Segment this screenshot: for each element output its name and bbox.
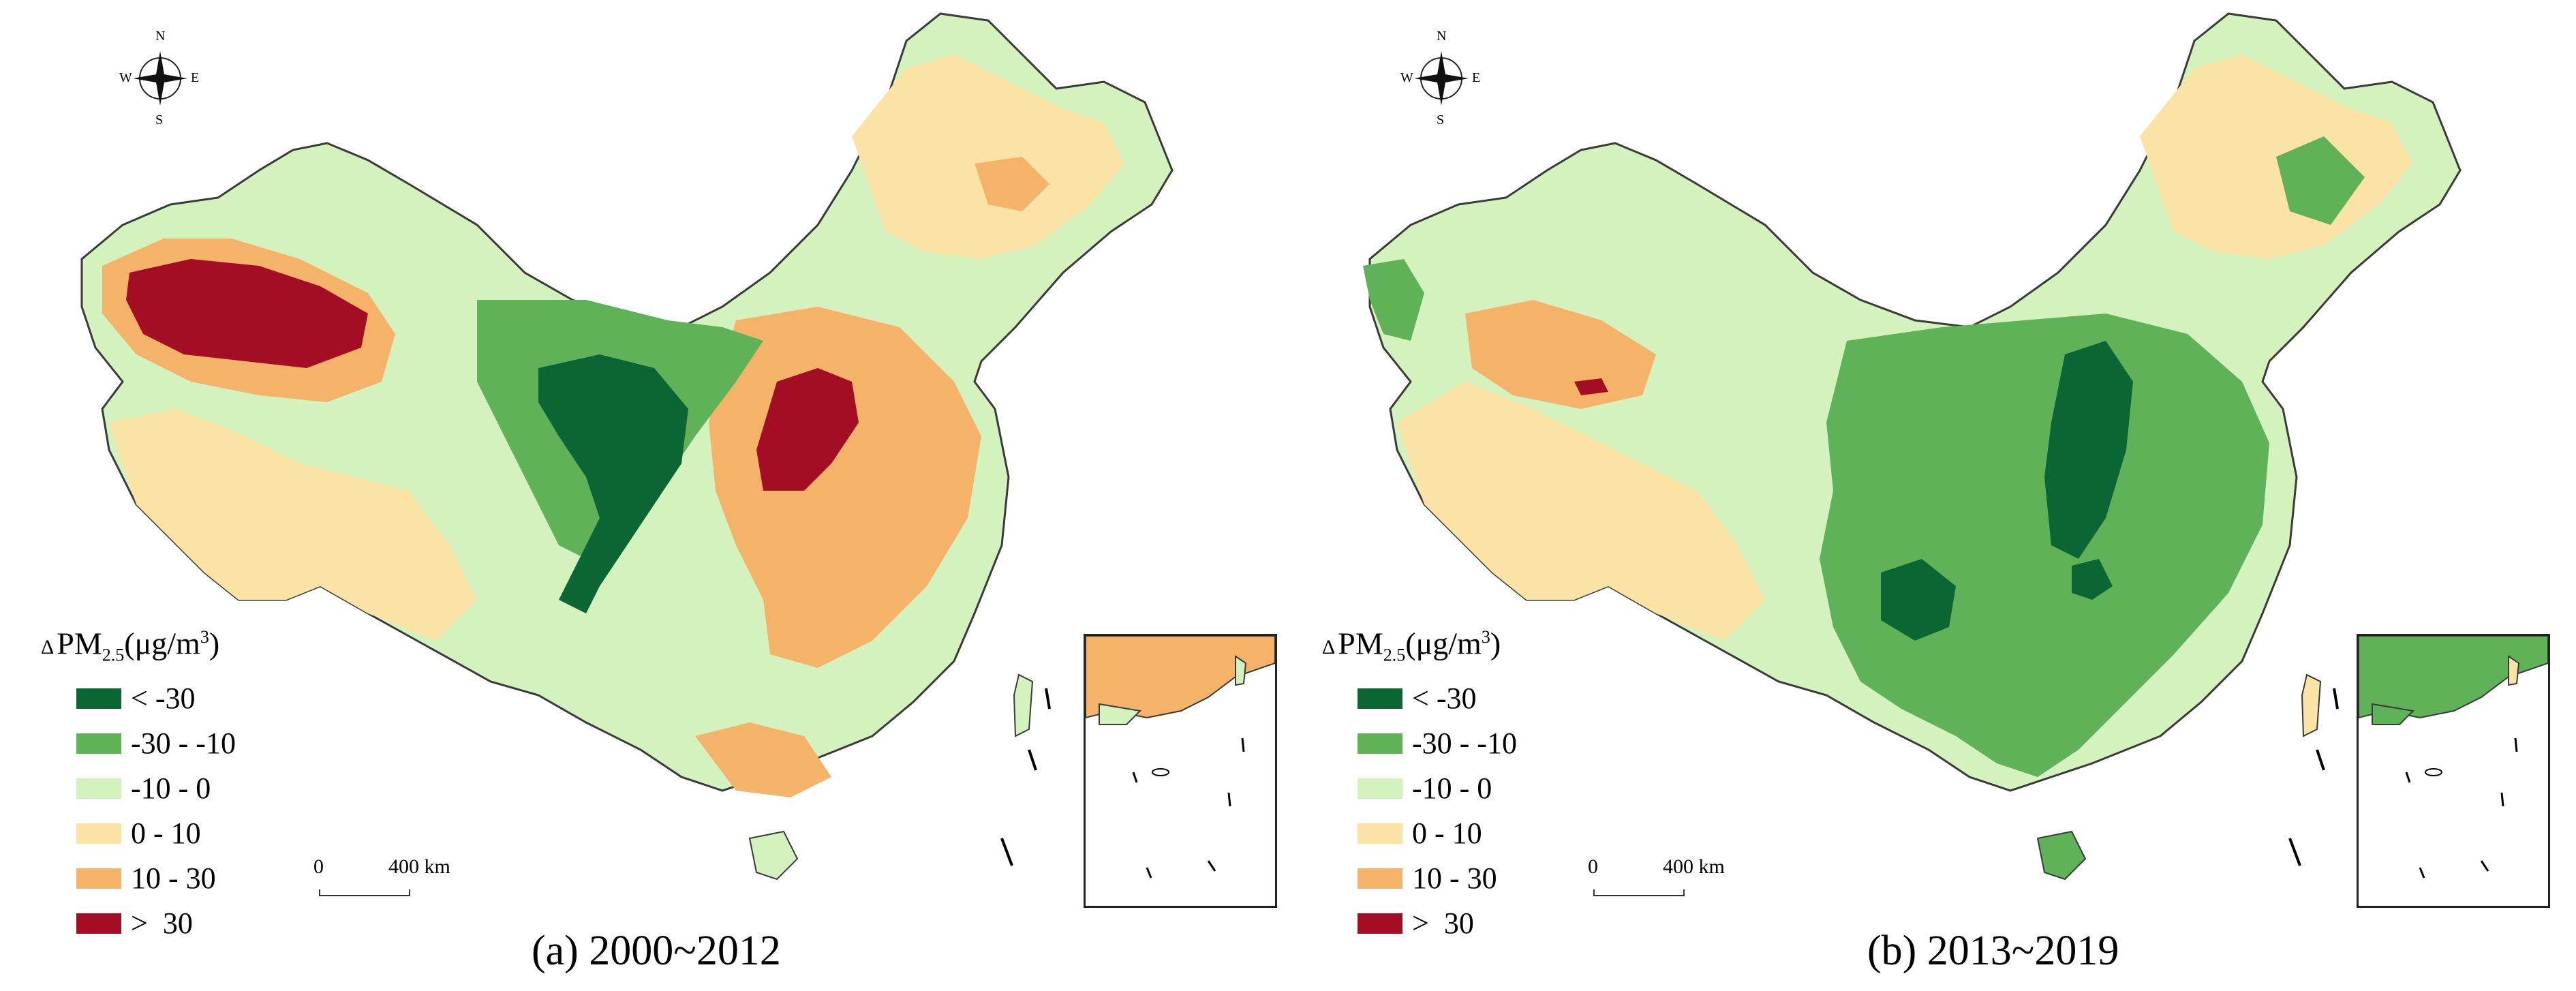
legend-swatch — [1358, 778, 1402, 799]
compass-west: W — [1400, 70, 1413, 85]
compass-north: N — [155, 29, 166, 44]
panel-caption: (a) 2000~2012 — [532, 928, 781, 974]
legend-label: -10 - 0 — [1412, 772, 1492, 806]
legend-label: < -30 — [131, 682, 196, 716]
region-hubei-very-low — [2072, 559, 2113, 600]
legend-swatch — [1358, 688, 1402, 709]
scale-line — [319, 889, 410, 896]
legend-item-very-high: > 30 — [76, 901, 286, 946]
legend-label: 0 - 10 — [131, 817, 201, 851]
region-west-slight-high — [1397, 382, 1765, 641]
scale-zero: 0 — [313, 855, 324, 878]
legend-swatch — [1358, 823, 1402, 844]
legend-item-very-high: > 30 — [1358, 901, 1567, 946]
island-mark — [1000, 838, 1013, 866]
region-northeast-low — [2276, 136, 2365, 225]
legend-item-very-low: < -30 — [1358, 676, 1567, 721]
region-north-china-very-high — [756, 368, 859, 491]
legend-item-high: 10 - 30 — [1358, 856, 1567, 901]
scale-bar: 0 400 km — [313, 855, 491, 903]
legend-label: > 30 — [1412, 906, 1474, 941]
island-mark — [2288, 838, 2301, 866]
scale-line — [1593, 889, 1685, 896]
legend-item-slight-low: -10 - 0 — [76, 766, 286, 811]
island-mark — [1045, 688, 1051, 710]
china-map-2000-2012 — [80, 12, 1174, 881]
hainan-island — [748, 830, 799, 881]
island-mark — [1028, 749, 1037, 771]
region-xinjiang-west-low — [1363, 259, 1424, 341]
compass-east: E — [1472, 70, 1481, 85]
legend-label: 0 - 10 — [1412, 817, 1482, 851]
legend-label: < -30 — [1412, 682, 1477, 716]
scale-zero: 0 — [1588, 855, 1598, 878]
south-china-sea-inset — [1084, 634, 1277, 908]
map-panel-2000-2012: N S E W ΔPM2.5(μg/m3) < -30 -30 - -10 -10 … — [41, 12, 1277, 974]
legend-label: -30 - -10 — [1412, 727, 1517, 761]
legend-title: ΔPM2.5(μg/m3) — [1322, 626, 1501, 665]
legend-swatch — [76, 823, 121, 844]
region-xinjiang-high — [1465, 300, 1656, 409]
compass-south: S — [1437, 112, 1445, 127]
legend-swatch — [76, 688, 121, 709]
island-mark — [2316, 749, 2325, 771]
scale-distance: 400 km — [388, 855, 450, 878]
legend: ΔPM2.5(μg/m3) < -30 -30 - -10 -10 - 0 0 - 1… — [41, 617, 286, 946]
compass-rose-icon — [133, 51, 187, 106]
region-xinjiang-very-high — [126, 259, 368, 368]
compass-rose: N S E W — [1400, 27, 1482, 129]
inset-map — [1086, 636, 1275, 879]
legend-label: -10 - 0 — [131, 772, 211, 806]
compass-rose: N S E W — [119, 27, 201, 129]
region-northeast-high — [975, 157, 1049, 211]
scale-distance: 400 km — [1663, 855, 1725, 878]
legend-label: > 30 — [131, 906, 193, 941]
scale-bar: 0 400 km — [1588, 855, 1765, 903]
inset-map — [2359, 636, 2548, 879]
region-sichuan-very-low — [1881, 559, 1956, 641]
panel-caption: (b) 2013~2019 — [1867, 928, 2119, 974]
legend-item-high: 10 - 30 — [76, 856, 286, 901]
compass-rose-icon — [1414, 51, 1469, 106]
compass-north: N — [1437, 29, 1447, 44]
region-south-high — [695, 722, 831, 797]
region-tibet-slight-high — [109, 409, 477, 641]
region-xinjiang-very-high — [1574, 378, 1608, 395]
legend-item-slight-high: 0 - 10 — [1358, 811, 1567, 856]
legend-swatch — [1358, 733, 1402, 754]
region-north-china-very-low — [2044, 341, 2133, 559]
region-northeast-slight-high — [852, 55, 1124, 259]
legend-item-slight-low: -10 - 0 — [1358, 766, 1567, 811]
region-shaanxi-very-low — [538, 354, 688, 613]
legend-label: 10 - 30 — [131, 862, 216, 896]
legend-swatch — [76, 913, 121, 934]
taiwan-island — [2301, 673, 2322, 737]
legend-swatch — [76, 868, 121, 889]
island-mark — [2333, 688, 2339, 710]
compass-south: S — [155, 112, 164, 127]
compass-east: E — [191, 70, 200, 85]
legend-item-very-low: < -30 — [76, 676, 286, 721]
legend-swatch — [76, 733, 121, 754]
taiwan-island — [1013, 673, 1034, 737]
legend-items: < -30 -30 - -10 -10 - 0 0 - 10 10 - 30 > 30 — [1322, 676, 1567, 946]
legend-item-low: -30 - -10 — [76, 721, 286, 766]
legend-item-low: -30 - -10 — [1358, 721, 1567, 766]
compass-west: W — [119, 70, 132, 85]
legend-label: -30 - -10 — [131, 727, 236, 761]
legend-items: < -30 -30 - -10 -10 - 0 0 - 10 10 - 30 > 30 — [41, 676, 286, 946]
region-central-east-low — [1820, 314, 2269, 777]
legend-swatch — [1358, 913, 1402, 934]
china-map-2013-2019 — [1363, 12, 2462, 881]
map-panel-2013-2019: N S E W ΔPM2.5(μg/m3) < -30 -30 - -10 -10 … — [1288, 0, 2576, 991]
legend-item-slight-high: 0 - 10 — [76, 811, 286, 856]
legend-title: ΔPM2.5(μg/m3) — [41, 626, 220, 665]
hainan-island — [2036, 830, 2087, 881]
south-china-sea-inset — [2357, 634, 2550, 908]
legend-label: 10 - 30 — [1412, 862, 1497, 896]
legend: ΔPM2.5(μg/m3) < -30 -30 - -10 -10 - 0 0 - 1… — [1322, 617, 1567, 946]
legend-swatch — [1358, 868, 1402, 889]
legend-swatch — [76, 778, 121, 799]
